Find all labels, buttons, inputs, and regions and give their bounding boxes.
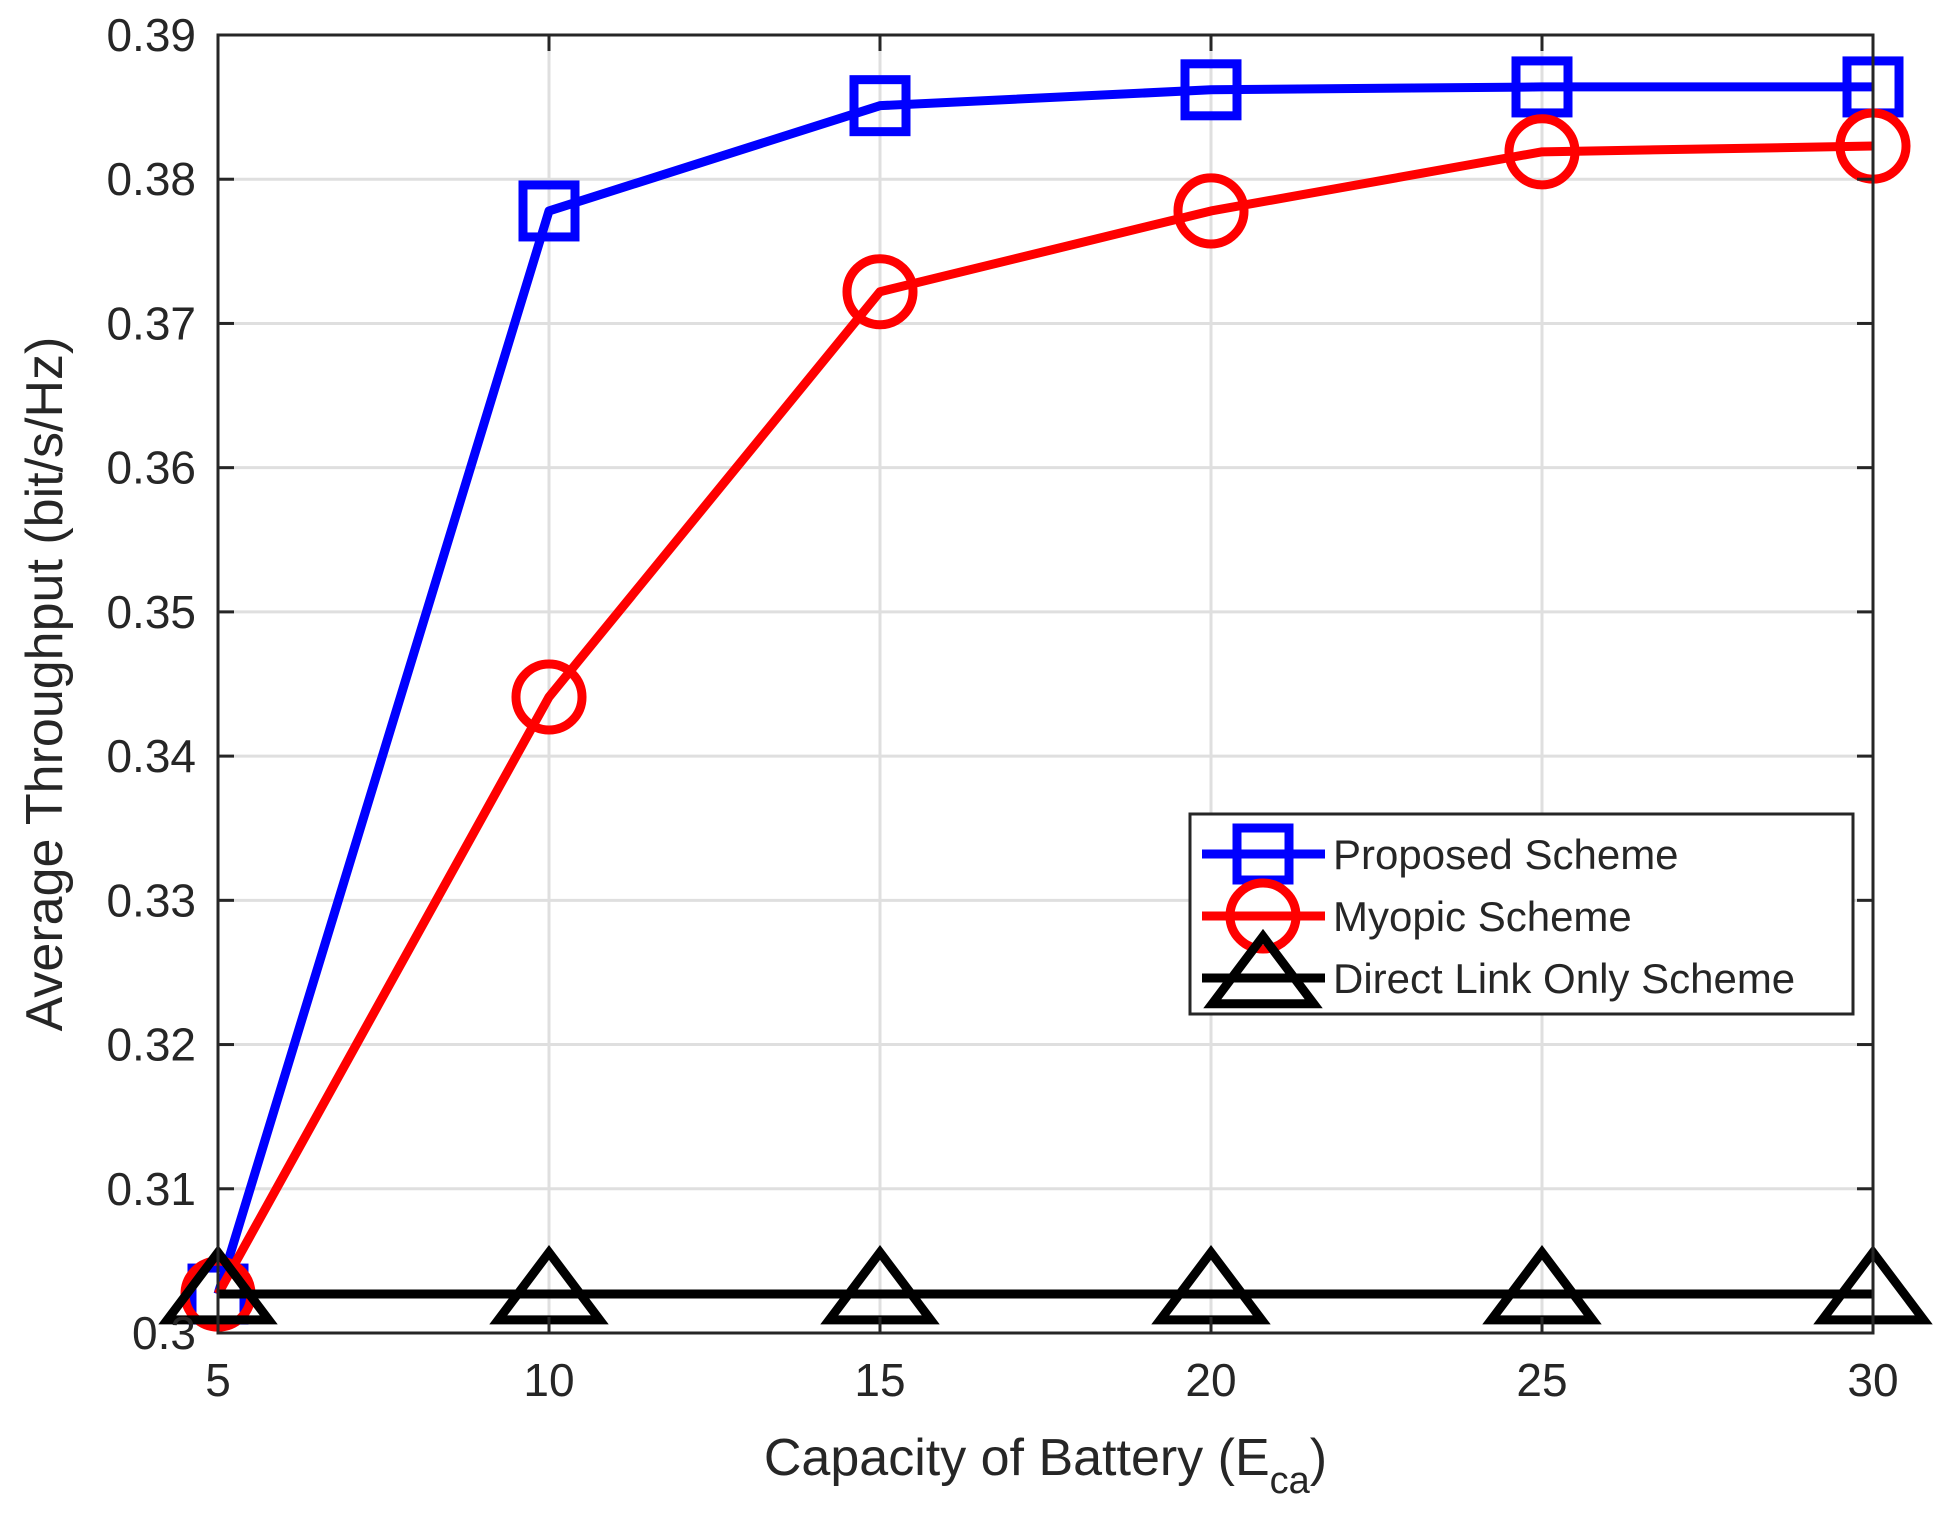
x-axis-title-close: )	[1310, 1429, 1327, 1487]
legend-item: Direct Link Only Scheme	[1202, 928, 1795, 1009]
x-tick-label: 15	[854, 1354, 905, 1406]
y-tick-label: 0.38	[106, 153, 196, 205]
y-tick-label: 0.33	[106, 874, 196, 926]
y-axis-title: Average Throughput (bit/s/Hz)	[16, 337, 74, 1032]
circle-marker	[1173, 173, 1249, 249]
series-line	[213, 82, 1873, 1296]
plot-area	[218, 35, 1873, 1333]
y-tick-label: 0.32	[106, 1019, 196, 1071]
x-tick-label: 30	[1847, 1354, 1898, 1406]
circle-marker	[1504, 114, 1580, 190]
legend: Proposed Scheme Myopic Scheme Direct Link …	[1188, 812, 1855, 1016]
plot-frame	[216, 33, 1875, 1335]
legend-label: Proposed Scheme	[1333, 831, 1679, 878]
y-tick-label: 0.35	[106, 586, 196, 638]
x-tick-label: 20	[1185, 1354, 1236, 1406]
tick-labels: 5 10 15 20 25 30 0.3 0.31 0.32 0.33 0.34 0.35 0.36 0.…	[106, 9, 1898, 1406]
series-layer	[158, 56, 1933, 1332]
legend-label: Myopic Scheme	[1333, 893, 1632, 940]
legend-item: Myopic Scheme	[1202, 878, 1632, 954]
legend-item: Proposed Scheme	[1202, 823, 1679, 885]
y-tick-label: 0.36	[106, 442, 196, 494]
y-tick-label: 0.39	[106, 9, 196, 61]
y-tick-label: 0.31	[106, 1163, 196, 1215]
axis-ticks	[216, 33, 1875, 1335]
y-tick-label: 0.34	[106, 730, 196, 782]
square-marker	[1511, 56, 1573, 118]
x-tick-label: 5	[205, 1354, 231, 1406]
circle-marker	[511, 659, 587, 735]
square-marker	[849, 75, 911, 137]
y-tick-label: 0.3	[132, 1307, 196, 1359]
triangle-marker	[1203, 928, 1323, 1009]
legend-label: Direct Link Only Scheme	[1333, 955, 1795, 1002]
x-axis-title-main: Capacity of Battery (E	[764, 1429, 1270, 1487]
square-marker	[1180, 59, 1242, 121]
x-tick-label: 10	[523, 1354, 574, 1406]
square-marker	[518, 180, 580, 242]
circle-marker	[1225, 878, 1301, 954]
circle-marker	[842, 254, 918, 330]
x-axis-title: Capacity of Battery (Eca)	[764, 1429, 1327, 1502]
y-tick-label: 0.37	[106, 297, 196, 349]
x-axis-title-subscript: ca	[1270, 1460, 1311, 1502]
series-line	[214, 141, 1874, 1297]
x-tick-label: 25	[1516, 1354, 1567, 1406]
